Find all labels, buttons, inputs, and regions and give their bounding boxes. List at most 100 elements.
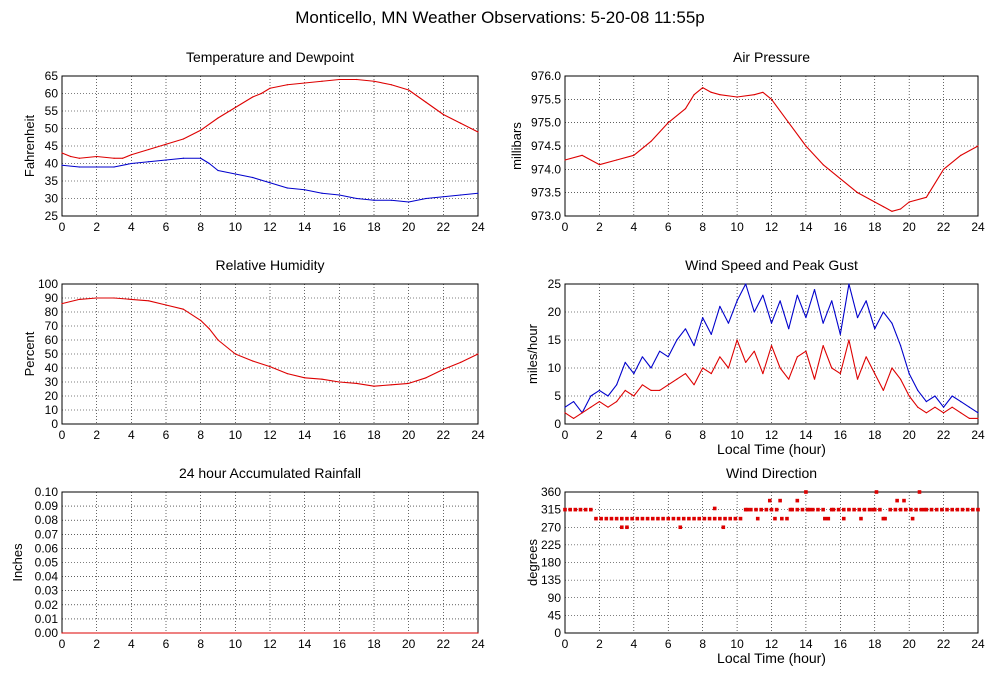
- data-point: [269, 366, 271, 368]
- data-point: [624, 389, 626, 391]
- data-point: [874, 328, 876, 330]
- data-point: [676, 516, 681, 521]
- x-tick-label: 2: [93, 428, 100, 442]
- x-tick-label: 18: [367, 220, 381, 234]
- data-point: [934, 395, 936, 397]
- data-point: [976, 507, 980, 512]
- data-point: [356, 382, 358, 384]
- data-point: [881, 516, 886, 521]
- data-point: [903, 507, 908, 512]
- series-line-segment: [148, 300, 167, 306]
- series-line-segment: [745, 350, 755, 363]
- x-tick-label: 0: [562, 428, 569, 442]
- data-point: [867, 507, 872, 512]
- data-point: [477, 632, 479, 634]
- y-tick-label: 0: [51, 417, 58, 431]
- data-point: [633, 395, 635, 397]
- data-point: [857, 507, 862, 512]
- data-point: [826, 516, 831, 521]
- data-point: [573, 417, 575, 419]
- data-point: [659, 350, 661, 352]
- data-point: [113, 166, 115, 168]
- series-line-segment: [217, 339, 236, 355]
- data-point: [733, 516, 738, 521]
- y-tick-label: 975.5: [531, 92, 561, 106]
- series-line-segment: [616, 362, 626, 385]
- data-point: [217, 339, 219, 341]
- x-tick-label: 8: [699, 637, 706, 651]
- series-line-segment: [684, 94, 695, 109]
- data-point: [882, 389, 884, 391]
- plot-frame: [564, 283, 979, 425]
- series-line-segment: [926, 406, 936, 414]
- y-tick-label: 15: [548, 333, 562, 347]
- data-point: [816, 507, 820, 512]
- series-line-segment: [208, 328, 219, 341]
- data-point: [841, 516, 846, 521]
- series-line-segment: [573, 401, 583, 414]
- series-line-segment: [642, 356, 652, 369]
- x-tick-label: 6: [665, 220, 672, 234]
- series-line-segment: [727, 300, 738, 324]
- series-line-segment: [839, 339, 850, 374]
- series-line-segment: [373, 80, 392, 86]
- data-point: [891, 210, 893, 212]
- x-tick-label: 10: [730, 220, 744, 234]
- x-tick-label: 20: [402, 428, 416, 442]
- series-line-segment: [183, 129, 201, 140]
- y-tick-label: 0.09: [35, 499, 59, 513]
- x-tick-label: 22: [437, 637, 451, 651]
- x-tick-label: 2: [596, 637, 603, 651]
- x-tick-label: 20: [902, 637, 916, 651]
- series-line-segment: [865, 300, 876, 329]
- data-point: [822, 164, 824, 166]
- data-point: [745, 507, 750, 512]
- series-line-segment: [339, 194, 357, 200]
- data-point: [373, 199, 375, 201]
- x-tick-label: 10: [229, 220, 243, 234]
- series-line-segment: [321, 378, 340, 383]
- data-point: [762, 373, 764, 375]
- data-point: [589, 507, 593, 512]
- data-point: [839, 373, 841, 375]
- data-point: [922, 507, 927, 512]
- series-line-segment: [822, 300, 833, 324]
- y-tick-label: 0.10: [35, 485, 59, 499]
- data-point: [878, 507, 882, 512]
- data-point: [804, 490, 808, 494]
- y-tick-label: 25: [45, 209, 59, 223]
- series-line-segment: [788, 356, 798, 380]
- y-tick-label: 10: [45, 403, 59, 417]
- data-point: [779, 300, 781, 302]
- data-point: [960, 401, 962, 403]
- data-point: [736, 96, 738, 98]
- data-point: [951, 406, 953, 408]
- series-line-segment: [805, 351, 816, 380]
- data-point: [719, 356, 721, 358]
- series-line-segment: [909, 196, 927, 203]
- x-tick-label: 4: [630, 637, 637, 651]
- series-line-segment: [356, 382, 375, 387]
- data-point: [822, 345, 824, 347]
- y-tick-label: 30: [45, 375, 59, 389]
- data-point: [736, 339, 738, 341]
- series-line-segment: [165, 304, 184, 310]
- x-tick-label: 20: [402, 220, 416, 234]
- data-point: [917, 389, 919, 391]
- data-point: [968, 417, 970, 419]
- series-line-segment: [753, 351, 764, 374]
- data-point: [645, 516, 650, 521]
- data-point: [208, 328, 210, 330]
- series-line-segment: [711, 91, 721, 96]
- x-tick-label: 10: [730, 637, 744, 651]
- plot-frame: [564, 491, 979, 634]
- series-line-segment: [61, 152, 71, 158]
- series-line-segment: [684, 328, 695, 346]
- series-line-segment: [131, 161, 149, 165]
- series-line-segment: [235, 173, 253, 179]
- series-line-segment: [590, 389, 600, 397]
- data-point: [898, 507, 903, 512]
- data-point: [667, 384, 669, 386]
- data-point: [960, 412, 962, 414]
- series-0: [61, 297, 479, 387]
